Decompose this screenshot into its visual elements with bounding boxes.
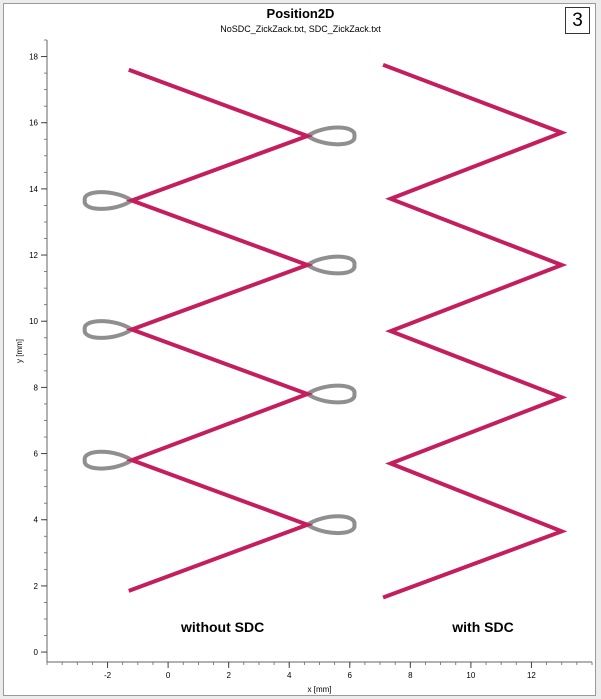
annotation-label: without SDC: [180, 619, 264, 635]
overshoot-loop: [307, 516, 354, 533]
overshoot-loop: [85, 321, 132, 338]
y-tick-label: 16: [29, 119, 38, 128]
x-tick-label: 12: [527, 671, 536, 680]
overshoot-loop: [307, 386, 354, 403]
y-tick-label: 14: [29, 185, 38, 194]
annotation-label: with SDC: [451, 619, 513, 635]
y-tick-label: 4: [34, 516, 39, 525]
overshoot-loop: [85, 452, 132, 469]
annotation-layer: without SDC with SDC: [180, 619, 514, 635]
series-with-sdc-line: [383, 65, 562, 598]
y-tick-label: 2: [34, 582, 39, 591]
x-axis-label: x [mm]: [308, 685, 332, 694]
y-tick-label: 8: [34, 383, 39, 392]
y-tick-label: 12: [29, 251, 38, 260]
x-tick-label: 8: [408, 671, 413, 680]
y-tick-label: 10: [29, 317, 38, 326]
y-tick-label: 18: [29, 53, 38, 62]
x-tick-label: 10: [466, 671, 475, 680]
x-tick-label: 6: [348, 671, 353, 680]
overshoot-loop: [85, 192, 132, 209]
y-tick-label: 0: [34, 648, 39, 657]
x-tick-label: 4: [287, 671, 292, 680]
series-without-sdc-line: [129, 70, 308, 591]
overshoot-loop: [307, 257, 354, 274]
y-axis-label: y [mm]: [15, 339, 24, 363]
x-tick-label: 2: [226, 671, 231, 680]
x-tick-label: -2: [104, 671, 112, 680]
x-tick-label: 0: [166, 671, 171, 680]
loops-layer: [85, 128, 355, 534]
overshoot-loop: [307, 128, 354, 145]
y-tick-label: 6: [34, 450, 39, 459]
